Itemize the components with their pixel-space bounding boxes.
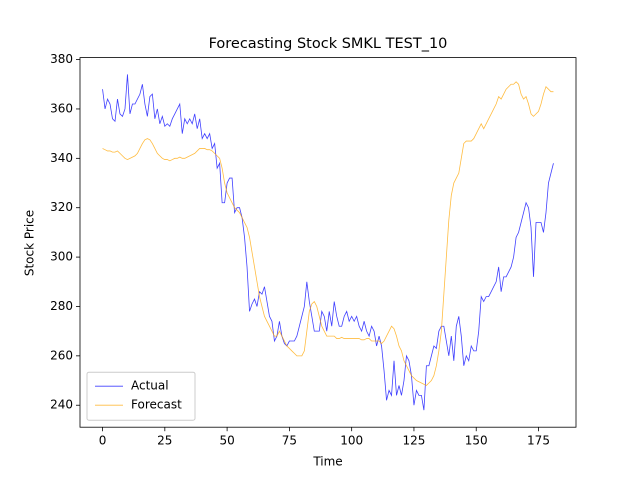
legend-label: Forecast — [131, 398, 182, 412]
x-tick-label: 75 — [282, 434, 297, 448]
x-tick-label: 25 — [157, 434, 172, 448]
chart-title: Forecasting Stock SMKL TEST_10 — [209, 36, 448, 52]
plot-frame — [79, 57, 577, 428]
y-tick-label: 280 — [50, 299, 73, 313]
x-tick-label: 175 — [527, 434, 550, 448]
x-axis-label: Time — [312, 455, 342, 469]
legend-label: Actual — [131, 379, 169, 393]
y-tick-label: 380 — [50, 52, 73, 66]
x-tick-label: 125 — [402, 434, 425, 448]
y-tick-label: 240 — [50, 398, 73, 412]
line-series — [102, 81, 554, 386]
x-tick-label: 50 — [219, 434, 234, 448]
y-tick-label: 300 — [50, 250, 73, 264]
y-tick-label: 320 — [50, 200, 73, 214]
y-tick-label: 260 — [50, 348, 73, 362]
y-tick-label: 340 — [50, 151, 73, 165]
line-series — [102, 74, 554, 411]
legend-box — [86, 371, 196, 421]
y-tick-label: 360 — [50, 101, 73, 115]
y-axis-label: Stock Price — [23, 210, 37, 276]
x-tick-label: 150 — [465, 434, 488, 448]
x-tick-label: 100 — [340, 434, 363, 448]
x-tick-label: 0 — [99, 434, 107, 448]
